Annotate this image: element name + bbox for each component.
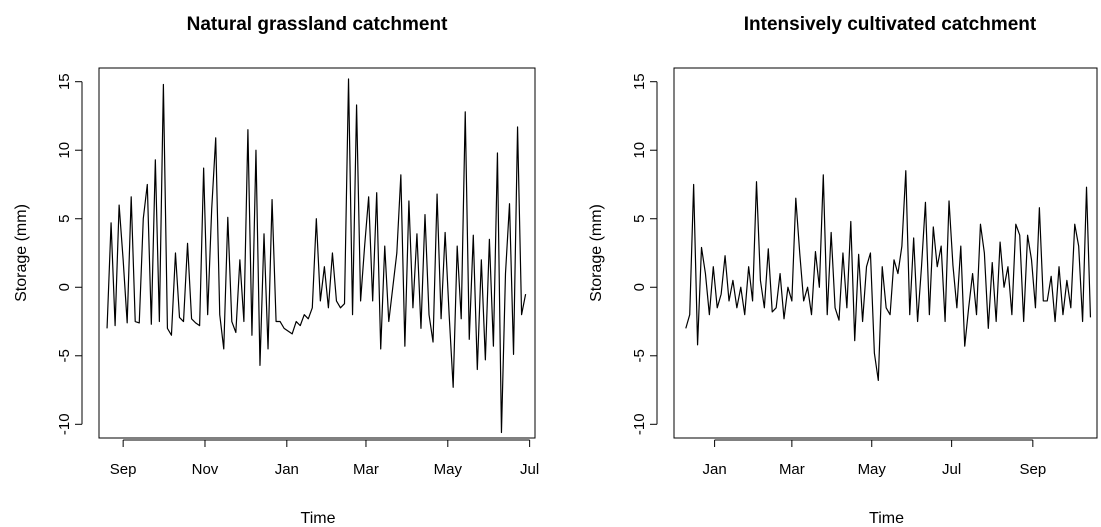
plot-frame-2 xyxy=(673,67,1098,439)
x-tick-label: Sep xyxy=(110,461,137,478)
x-axis-label-1: Time xyxy=(301,510,336,527)
y-tick-label: 10 xyxy=(631,142,648,159)
series-line-1-1 xyxy=(106,78,527,434)
y-tick-label: -5 xyxy=(56,349,73,362)
x-tick-label: Jan xyxy=(703,461,727,478)
y-tick-label: 15 xyxy=(56,73,73,90)
plot-frame-1 xyxy=(98,67,536,439)
x-tick-label: Mar xyxy=(779,461,805,478)
chart-title-1: Natural grassland catchment xyxy=(187,14,448,35)
x-tick-label: Mar xyxy=(353,461,379,478)
y-tick-label: 0 xyxy=(631,283,648,291)
chart-title-2: Intensively cultivated catchment xyxy=(744,14,1037,35)
y-tick-label: 5 xyxy=(631,215,648,223)
series-line-2-1 xyxy=(685,170,1092,382)
x-tick-label: Nov xyxy=(192,461,219,478)
x-tick-label: May xyxy=(434,461,463,478)
y-axis-label-1: Storage (mm) xyxy=(13,204,30,302)
x-tick-label: May xyxy=(858,461,887,478)
x-tick-label: Sep xyxy=(1019,461,1046,478)
x-tick-label: Jul xyxy=(942,461,961,478)
x-tick-label: Jul xyxy=(520,461,539,478)
y-tick-label: -10 xyxy=(631,413,648,435)
y-tick-label: 10 xyxy=(56,142,73,159)
y-tick-label: 0 xyxy=(56,283,73,291)
x-tick-label: Jan xyxy=(275,461,299,478)
y-tick-label: -5 xyxy=(631,349,648,362)
y-tick-label: 5 xyxy=(56,215,73,223)
x-axis-label-2: Time xyxy=(869,510,904,527)
y-tick-label: 15 xyxy=(631,73,648,90)
y-tick-label: -10 xyxy=(56,413,73,435)
y-axis-label-2: Storage (mm) xyxy=(588,204,605,302)
